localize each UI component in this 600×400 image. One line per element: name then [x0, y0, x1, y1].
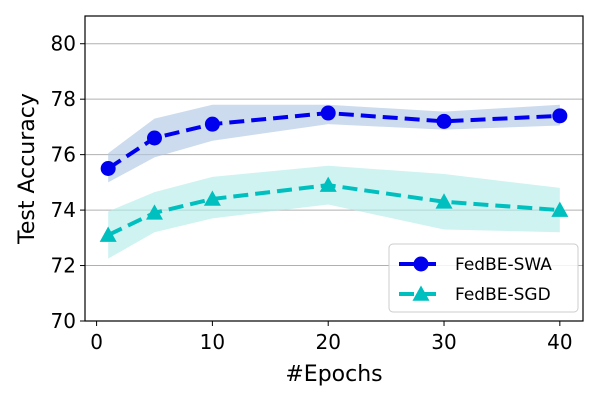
fedbe-sgd-legend-marker	[412, 285, 430, 301]
fedbe-swa-point	[552, 108, 568, 124]
x-tick-label-30: 30	[431, 330, 456, 354]
fedbe-sgd-point	[203, 190, 221, 206]
series-markers	[99, 105, 569, 242]
fedbe-swa-legend-marker	[413, 256, 429, 272]
y-tick-label-78: 78	[51, 87, 76, 111]
y-tick-label-70: 70	[51, 309, 76, 333]
fedbe-sgd-legend-label: FedBE-SGD	[455, 285, 551, 305]
y-tick-label-76: 76	[51, 143, 76, 167]
fedbe-sgd-line	[107, 183, 560, 237]
x-axis-ticks: 0 10 20 30 40	[90, 321, 573, 354]
plot-frame	[84, 15, 584, 322]
fedbe-sgd-point	[319, 176, 337, 192]
fedbe-swa-point	[436, 113, 452, 129]
y-tick-label-80: 80	[51, 32, 76, 56]
x-tick-label-20: 20	[315, 330, 340, 354]
fedbe-swa-point	[204, 116, 220, 132]
fedbe-swa-line	[107, 111, 560, 171]
fedbe-sgd-band	[108, 165, 560, 259]
y-axis-label: Test Accuracy	[15, 93, 40, 245]
fedbe-sgd-point	[99, 226, 117, 242]
legend-box	[388, 243, 579, 313]
x-tick-label-0: 0	[90, 330, 103, 354]
fedbe-swa-legend-label: FedBE-SWA	[455, 255, 552, 275]
y-axis-ticks: 70 72 74 76 78 80	[51, 32, 85, 333]
fedbe-sgd-point	[551, 201, 569, 217]
fedbe-sgd-point	[435, 193, 453, 209]
series-lines	[107, 111, 560, 237]
legend: FedBE-SWA FedBE-SGD	[388, 243, 579, 313]
confidence-bands	[108, 104, 560, 259]
x-axis-label: #Epochs	[285, 362, 382, 387]
fedbe-swa-point	[100, 161, 116, 176]
fedbe-sgd-point	[145, 204, 163, 220]
y-tick-label-74: 74	[51, 198, 76, 222]
fedbe-swa-point	[320, 105, 336, 121]
x-tick-label-10: 10	[200, 330, 225, 354]
x-tick-label-40: 40	[547, 330, 572, 354]
y-tick-label-72: 72	[51, 254, 76, 278]
fedbe-swa-point	[146, 130, 162, 146]
